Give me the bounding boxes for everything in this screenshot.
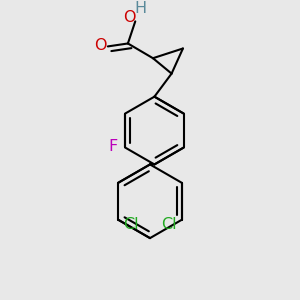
Text: O: O [123, 10, 136, 25]
Text: H: H [134, 1, 146, 16]
Text: Cl: Cl [124, 217, 139, 232]
Text: F: F [108, 139, 117, 154]
Text: O: O [94, 38, 107, 53]
Text: Cl: Cl [161, 217, 176, 232]
